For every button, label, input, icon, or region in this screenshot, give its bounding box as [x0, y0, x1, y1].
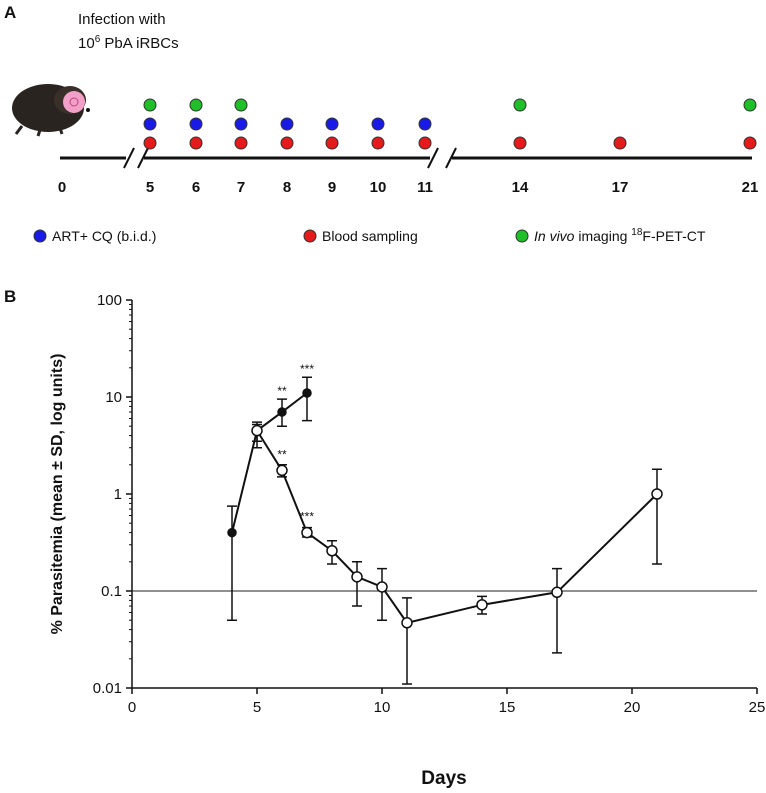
data-point [476, 599, 488, 611]
day-label: 11 [417, 179, 433, 196]
y-tick-label: 0.1 [101, 583, 122, 600]
significance-label: *** [300, 362, 314, 376]
event-dot [371, 136, 385, 150]
event-dot [280, 136, 294, 150]
legend-rest: F-PET-CT [642, 228, 705, 244]
y-tick-label: 10 [105, 389, 122, 406]
legend: ART+ CQ (b.i.d.) Blood sampling In vivo … [33, 227, 706, 244]
y-tick-label: 100 [97, 292, 122, 309]
y-tick-label: 1 [114, 486, 122, 503]
event-dot [280, 117, 294, 131]
legend-italic: In vivo [534, 228, 575, 244]
error-bar [377, 567, 387, 621]
significance-label: ** [277, 384, 287, 398]
data-point [301, 526, 313, 539]
event-dot [189, 136, 203, 150]
timeline [60, 147, 752, 169]
dose-base: 10 [78, 35, 95, 52]
event-dot [513, 98, 527, 112]
day-label: 10 [370, 179, 387, 196]
event-dot [234, 98, 248, 112]
y-tick-label: 0.01 [93, 680, 122, 697]
event-dot [143, 117, 157, 131]
dose-sup: 6 [95, 34, 101, 45]
mouse-illustration [12, 84, 90, 137]
dose-rest: PbA iRBCs [100, 35, 178, 52]
infection-text: Infection with [78, 11, 166, 28]
legend-sup: 18 [631, 227, 643, 238]
x-tick-label: 20 [624, 699, 641, 716]
legend-label: Blood sampling [322, 228, 418, 244]
legend-swatch [33, 229, 47, 243]
error-bar [302, 376, 312, 422]
infection-dose: 106 PbA iRBCs [78, 34, 179, 52]
data-point [376, 581, 388, 593]
day-label: 21 [742, 179, 759, 196]
data-point [551, 586, 563, 599]
error-bar [552, 567, 562, 654]
data-point [302, 388, 312, 398]
day-label: 9 [328, 179, 336, 196]
event-dot [234, 136, 248, 150]
event-dot [743, 136, 757, 150]
legend-swatch [515, 229, 529, 243]
day-label: 7 [237, 179, 245, 196]
day-label: 8 [283, 179, 291, 196]
data-point [277, 407, 287, 417]
event-dot [189, 98, 203, 112]
event-dot [743, 98, 757, 112]
significance-label: ** [277, 447, 287, 461]
x-tick-label: 25 [749, 699, 766, 716]
day-label: 6 [192, 179, 200, 196]
legend-label: ART+ CQ (b.i.d.) [52, 228, 156, 244]
event-dot [418, 117, 432, 131]
error-bar [652, 468, 662, 565]
data-point [351, 571, 363, 583]
significance-label: *** [300, 510, 314, 524]
data-point [227, 527, 237, 538]
event-dot [325, 136, 339, 150]
data-point [326, 544, 338, 557]
data-point [251, 424, 263, 437]
series-line [256, 430, 658, 624]
x-tick-label: 5 [253, 699, 261, 716]
day-label: 17 [612, 179, 629, 196]
event-dot [143, 98, 157, 112]
legend-mid: imaging [574, 228, 631, 244]
panel-label: A [4, 3, 16, 22]
x-tick-label: 10 [374, 699, 391, 716]
x-axis-title: Days [421, 768, 466, 789]
event-dot [613, 136, 627, 150]
error-bar [227, 505, 237, 621]
panel-label: B [4, 287, 16, 306]
data-point [276, 464, 288, 477]
data-point [651, 488, 663, 500]
event-dot [234, 117, 248, 131]
legend-label: In vivo imaging 18F-PET-CT [534, 227, 706, 244]
x-tick-label: 15 [499, 699, 516, 716]
legend-swatch [303, 229, 317, 243]
x-tick-label: 0 [128, 699, 136, 716]
series-line [231, 392, 308, 533]
event-dot [418, 136, 432, 150]
y-axis-title: % Parasitemia (mean ± SD, log units) [49, 354, 66, 635]
event-dot [325, 117, 339, 131]
event-dot [143, 136, 157, 150]
event-dot [371, 117, 385, 131]
event-dot [189, 117, 203, 131]
day-label: 0 [58, 179, 66, 196]
event-dot [513, 136, 527, 150]
data-point [401, 617, 413, 629]
error-bar [402, 597, 412, 685]
error-bar [352, 561, 362, 607]
day-label: 14 [512, 179, 529, 196]
day-label: 5 [146, 179, 154, 196]
